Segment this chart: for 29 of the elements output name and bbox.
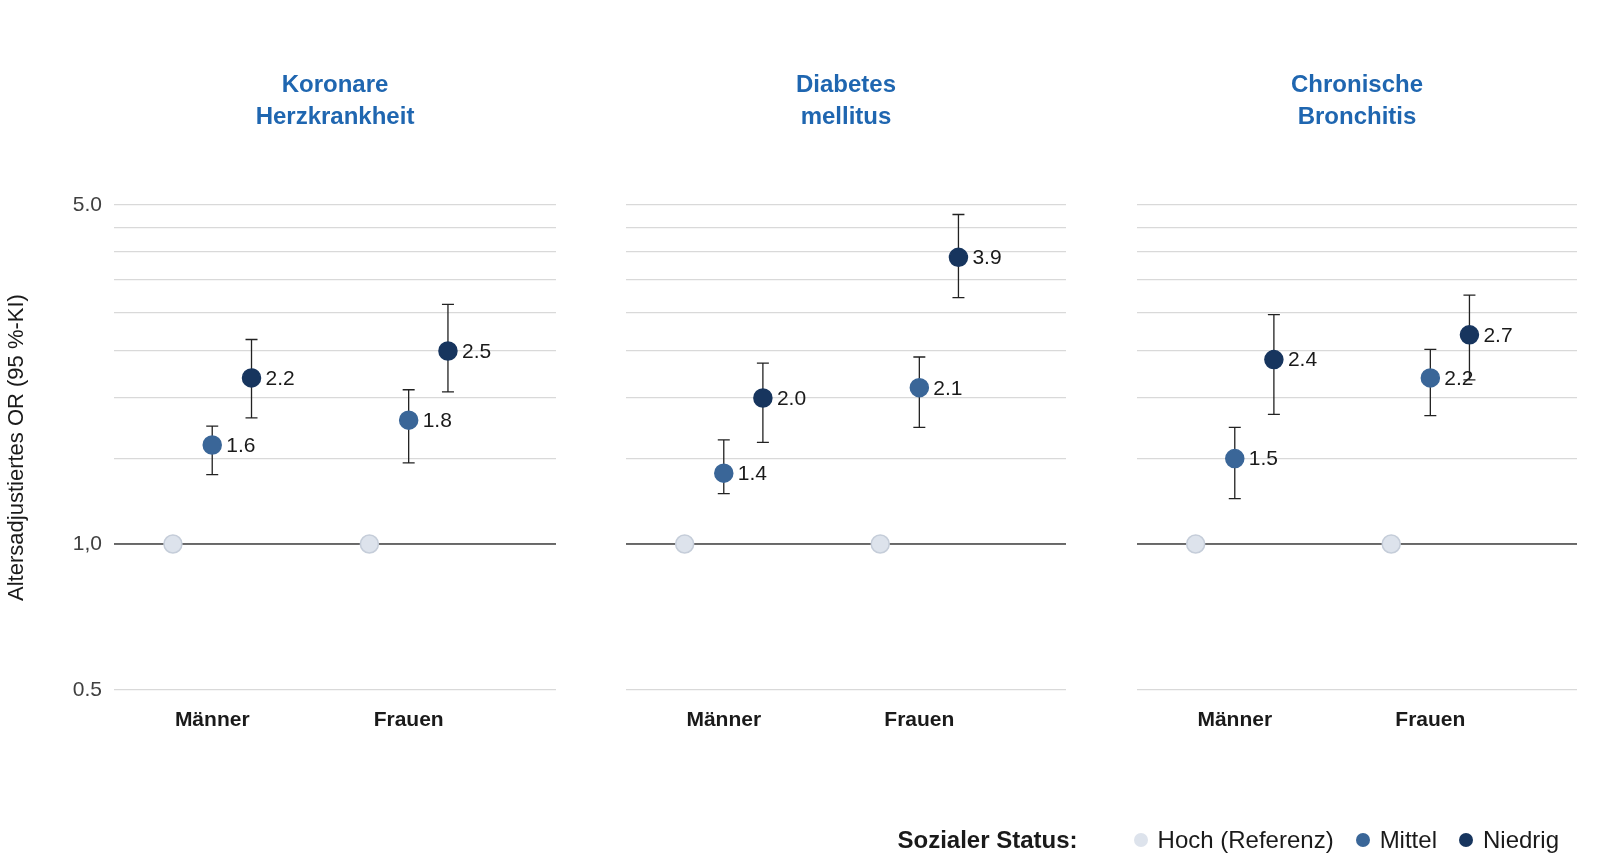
chart-title: Chronische Bronchitis <box>1290 69 1424 129</box>
data-label: 2.7 <box>1483 322 1513 346</box>
x-tick-label: Männer <box>1197 707 1273 731</box>
data-label: 2.2 <box>1444 365 1474 389</box>
y-tick-label: 1,0 <box>72 530 102 554</box>
data-label: 3.9 <box>972 245 1002 269</box>
data-label: 2.5 <box>461 338 492 362</box>
x-tick-label: Frauen <box>1395 707 1466 731</box>
data-label: 1.8 <box>422 407 452 431</box>
chart-title: Diabetes mellitus <box>795 69 897 129</box>
legend-label: Hoch (Referenz) <box>1157 826 1334 854</box>
data-label: 1.4 <box>737 460 768 484</box>
x-tick-label: Männer <box>174 707 250 731</box>
legend-title: Sozialer Status: <box>897 826 1078 854</box>
data-label: 2.4 <box>1287 347 1318 371</box>
x-tick-label: Männer <box>686 707 762 731</box>
data-label: 1.6 <box>226 432 256 456</box>
data-label: 1.5 <box>1248 446 1278 470</box>
x-tick-label: Frauen <box>884 707 955 731</box>
legend-label: Niedrig <box>1482 826 1559 854</box>
x-tick-label: Frauen <box>373 707 444 731</box>
legend-label: Mittel <box>1379 826 1437 854</box>
y-axis-title: Altersadjustiertes OR (95 %-KI) <box>3 294 29 601</box>
data-label: 2.0 <box>776 385 807 409</box>
data-label: 2.2 <box>265 365 295 389</box>
chart-title: Koronare Herzkrankheit <box>255 69 415 129</box>
y-tick-label: 0.5 <box>72 676 102 700</box>
data-label: 2.1 <box>933 375 963 399</box>
y-tick-label: 5.0 <box>72 191 102 215</box>
